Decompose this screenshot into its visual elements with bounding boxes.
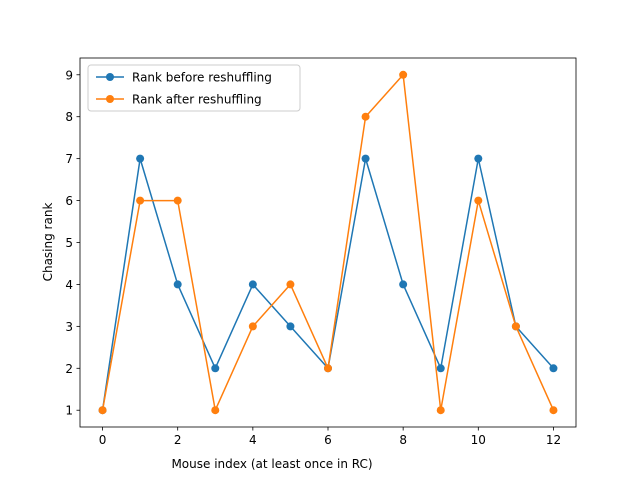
legend-marker-1 (106, 73, 114, 81)
series-2-point-4 (248, 322, 257, 331)
y-tick-label-7: 7 (65, 152, 73, 166)
x-tick-label-2: 2 (174, 433, 182, 447)
series-1-point-8 (399, 280, 408, 289)
series-2-point-1 (136, 196, 145, 205)
y-axis-label: Chasing rank (41, 203, 55, 282)
x-tick-label-8: 8 (399, 433, 407, 447)
x-tick-label-10: 10 (471, 433, 486, 447)
series-1-point-12 (549, 364, 558, 373)
y-tick-label-4: 4 (65, 278, 73, 292)
series-1-point-4 (248, 280, 257, 289)
series-2-point-5 (286, 280, 295, 289)
legend-box (87, 64, 301, 112)
x-tick-label-12: 12 (546, 433, 561, 447)
y-tick-label-2: 2 (65, 362, 73, 376)
series-2-point-2 (173, 196, 182, 205)
series-1-point-9 (436, 364, 445, 373)
y-tick-label-8: 8 (65, 110, 73, 124)
series-2-point-8 (399, 70, 408, 79)
series-2-point-12 (549, 406, 558, 415)
y-tick-label-3: 3 (65, 320, 73, 334)
series-1-point-7 (361, 154, 370, 163)
y-tick-label-9: 9 (65, 68, 73, 82)
legend-label-1: Rank before reshuffling (132, 71, 272, 85)
y-tick-label-1: 1 (65, 404, 73, 418)
series-2-point-10 (474, 196, 483, 205)
series-2-point-11 (511, 322, 520, 331)
x-axis-label: Mouse index (at least once in RC) (171, 457, 372, 471)
y-tick-label-6: 6 (65, 194, 73, 208)
x-tick-label-6: 6 (324, 433, 332, 447)
series-2-point-6 (324, 364, 332, 373)
legend-label-2: Rank after reshuffling (132, 93, 262, 107)
series-1-point-10 (474, 154, 483, 163)
series-1-point-2 (173, 280, 182, 289)
legend-marker-2 (106, 95, 114, 103)
series-2-point-9 (436, 406, 445, 415)
series-1-point-5 (286, 322, 295, 331)
y-tick-label-5: 5 (65, 236, 73, 250)
series-2-point-0 (98, 406, 107, 415)
series-2-point-7 (361, 112, 370, 121)
x-tick-label-4: 4 (249, 433, 257, 447)
series-2-point-3 (211, 406, 220, 415)
x-tick-label-0: 0 (99, 433, 107, 447)
series-1-point-3 (211, 364, 220, 373)
series-1-point-1 (136, 154, 145, 163)
